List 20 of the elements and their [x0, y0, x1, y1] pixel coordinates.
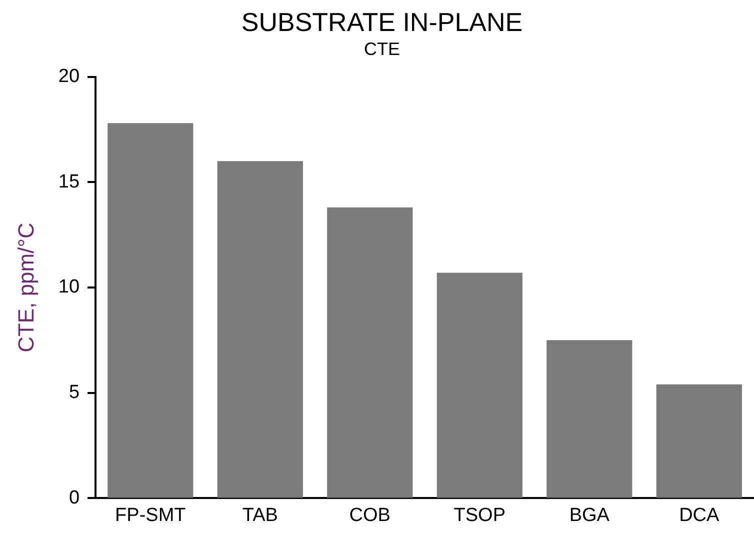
chart-subtitle: CTE	[364, 38, 400, 59]
x-tick-label: FP-SMT	[115, 504, 186, 526]
y-tick-label: 0	[68, 487, 80, 508]
bar	[217, 161, 303, 498]
x-tick-label: BGA	[569, 504, 610, 526]
bar	[546, 340, 632, 498]
y-tick-label: 20	[58, 66, 80, 88]
x-tick-label: COB	[349, 504, 390, 526]
bar	[656, 384, 742, 498]
x-tick-label: TSOP	[454, 504, 506, 526]
y-tick-label: 15	[58, 171, 80, 192]
bar	[436, 272, 522, 498]
y-tick-label: 10	[58, 276, 80, 298]
chart-title: SUBSTRATE IN-PLANE	[241, 6, 523, 37]
y-tick-label: 5	[68, 382, 80, 404]
y-axis-title: CTE, ppm/°C	[13, 222, 38, 352]
bar	[327, 207, 413, 498]
x-tick-label: TAB	[242, 504, 278, 526]
bar	[108, 123, 194, 498]
x-tick-label: DCA	[679, 504, 720, 526]
